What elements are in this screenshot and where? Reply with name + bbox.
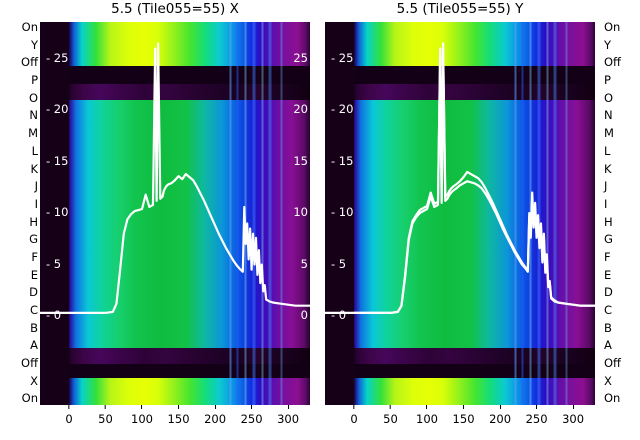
heatmap-panel-x[interactable]: - 0 - 5 - 10 - 15 - 20 - 25 0 5 10 15 20 25 bbox=[40, 22, 310, 405]
panel-title-x: 5.5 (Tile055=55) X bbox=[111, 1, 239, 17]
y-tick-5: - 5 bbox=[331, 256, 347, 271]
y-tick-20: - 20 bbox=[331, 102, 354, 117]
category-label-off-2: Off bbox=[21, 55, 38, 70]
category-label-g-12: G bbox=[604, 232, 613, 247]
category-label-x-20: X bbox=[30, 373, 38, 388]
category-label-y-1: Y bbox=[30, 37, 38, 52]
category-label-c-16: C bbox=[604, 303, 613, 317]
category-label-n-5: N bbox=[29, 108, 38, 123]
x-tick-150: 150 bbox=[168, 405, 190, 426]
category-label-b-17: B bbox=[30, 320, 38, 335]
category-label-on-21: On bbox=[21, 391, 38, 406]
category-label-d-15: D bbox=[29, 285, 38, 300]
y-tick-0: 0 bbox=[300, 308, 308, 322]
category-label-on-0: On bbox=[21, 20, 38, 34]
y-tick-0: - 0 bbox=[46, 308, 62, 322]
category-label-o-4: O bbox=[28, 90, 38, 105]
y-tick-20: - 20 bbox=[46, 102, 69, 117]
category-label-l-7: L bbox=[31, 143, 38, 158]
category-label-on-0: On bbox=[604, 20, 621, 34]
category-label-k-8: K bbox=[30, 161, 38, 176]
category-label-c-16: C bbox=[29, 303, 38, 317]
category-label-on-21: On bbox=[604, 391, 621, 406]
y-tick-25: - 25 bbox=[46, 50, 69, 65]
x-tick-100: 100 bbox=[131, 405, 153, 426]
category-label-e-14: E bbox=[30, 267, 38, 282]
y-tick-15: - 15 bbox=[46, 153, 69, 168]
category-label-i-10: I bbox=[604, 196, 608, 211]
category-label-g-12: G bbox=[29, 232, 38, 247]
x-tick-200: 200 bbox=[489, 405, 511, 426]
category-label-l-7: L bbox=[604, 143, 611, 158]
y-tick-25: 25 bbox=[293, 50, 308, 65]
x-tick-200: 200 bbox=[204, 405, 226, 426]
x-tick-300: 300 bbox=[562, 405, 584, 426]
category-label-n-5: N bbox=[604, 108, 613, 123]
category-label-j-9: J bbox=[34, 179, 38, 194]
x-tick-50: 50 bbox=[383, 405, 398, 426]
category-label-i-10: I bbox=[34, 196, 38, 211]
x-axis-panel-y: 0 50 100 150 200 250 300 bbox=[325, 405, 595, 439]
x-tick-50: 50 bbox=[98, 405, 113, 426]
category-label-y-1: Y bbox=[604, 37, 612, 52]
category-label-p-3: P bbox=[604, 73, 611, 88]
panel-title-y: 5.5 (Tile055=55) Y bbox=[396, 1, 524, 17]
x-tick-250: 250 bbox=[241, 405, 263, 426]
category-label-a-18: A bbox=[604, 338, 612, 353]
trace-line-y-trace-b bbox=[352, 47, 595, 315]
category-label-off-2: Off bbox=[604, 55, 621, 70]
y-tick-15: 15 bbox=[293, 153, 308, 168]
category-label-a-18: A bbox=[30, 338, 38, 353]
category-label-off-19: Off bbox=[21, 356, 38, 371]
y-tick-10: 10 bbox=[293, 205, 308, 220]
y-tick-20: 20 bbox=[293, 102, 308, 117]
y-tick-10: - 10 bbox=[331, 205, 354, 220]
y-tick-25: - 25 bbox=[331, 50, 354, 65]
category-axis-right: On Y Off P O N M L K J I H G F E D C B A Off X On bbox=[604, 20, 638, 406]
y-tick-5: - 5 bbox=[46, 256, 62, 271]
x-tick-0: 0 bbox=[350, 405, 358, 426]
y-tick-15: - 15 bbox=[331, 153, 354, 168]
category-label-e-14: E bbox=[604, 267, 612, 282]
x-tick-100: 100 bbox=[416, 405, 438, 426]
trace-line-y-trace-a bbox=[352, 42, 595, 315]
category-axis-left: On Y Off P O N M L K J I H G F E D C B A Off X On bbox=[4, 20, 38, 406]
category-label-b-17: B bbox=[604, 320, 612, 335]
y-tick-0: - 0 bbox=[331, 308, 347, 322]
category-label-o-4: O bbox=[604, 90, 614, 105]
category-label-f-13: F bbox=[604, 249, 611, 264]
category-label-off-19: Off bbox=[604, 356, 621, 371]
y-tick-10: - 10 bbox=[46, 205, 69, 220]
category-label-p-3: P bbox=[31, 73, 38, 88]
category-label-m-6: M bbox=[604, 126, 614, 141]
x-tick-250: 250 bbox=[526, 405, 548, 426]
heatmap-panel-y[interactable]: - 0 - 5 - 10 - 15 - 20 - 25 bbox=[325, 22, 595, 405]
x-axis-panel-x: 0 50 100 150 200 250 300 bbox=[40, 405, 310, 439]
category-label-k-8: K bbox=[604, 161, 612, 176]
x-tick-0: 0 bbox=[65, 405, 73, 426]
category-label-d-15: D bbox=[604, 285, 613, 300]
category-label-j-9: J bbox=[604, 179, 608, 194]
category-label-f-13: F bbox=[31, 249, 38, 264]
category-label-m-6: M bbox=[28, 126, 38, 141]
trace-line-x-trace bbox=[67, 42, 310, 315]
x-tick-300: 300 bbox=[277, 405, 299, 426]
category-label-h-11: H bbox=[604, 214, 613, 229]
category-label-x-20: X bbox=[604, 373, 612, 388]
dipole-trace-y bbox=[325, 42, 595, 315]
dipole-trace-x bbox=[40, 42, 310, 315]
x-tick-150: 150 bbox=[453, 405, 475, 426]
category-label-h-11: H bbox=[29, 214, 38, 229]
y-tick-5: 5 bbox=[300, 256, 308, 271]
